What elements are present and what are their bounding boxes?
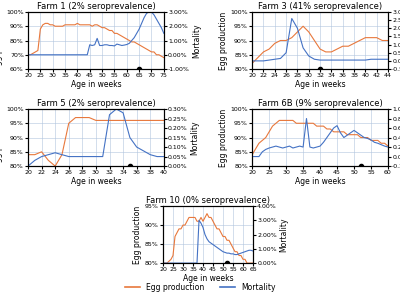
Y-axis label: Egg production: Egg production	[0, 109, 4, 167]
Y-axis label: Mortality: Mortality	[193, 23, 202, 58]
Y-axis label: Egg production: Egg production	[0, 11, 4, 70]
Y-axis label: Mortality: Mortality	[280, 217, 289, 252]
X-axis label: Age in weeks: Age in weeks	[183, 274, 233, 283]
X-axis label: Age in weeks: Age in weeks	[295, 177, 345, 186]
Title: Farm 5 (2% seroprevalence): Farm 5 (2% seroprevalence)	[36, 99, 155, 108]
Title: Farm 10 (0% seroprevalence): Farm 10 (0% seroprevalence)	[146, 196, 270, 205]
X-axis label: Age in weeks: Age in weeks	[71, 80, 121, 89]
Legend: Egg production, Mortality: Egg production, Mortality	[122, 280, 278, 295]
Y-axis label: Mortality: Mortality	[190, 120, 200, 155]
Title: Farm 6B (9% seroprevalence): Farm 6B (9% seroprevalence)	[258, 99, 382, 108]
X-axis label: Age in weeks: Age in weeks	[71, 177, 121, 186]
Title: Farm 1 (2% seroprevalence): Farm 1 (2% seroprevalence)	[36, 2, 155, 11]
Y-axis label: Egg production: Egg production	[133, 205, 142, 264]
Title: Farm 3 (41% seroprevalence): Farm 3 (41% seroprevalence)	[258, 2, 382, 11]
X-axis label: Age in weeks: Age in weeks	[295, 80, 345, 89]
Y-axis label: Egg production: Egg production	[218, 11, 228, 70]
Y-axis label: Egg production: Egg production	[218, 109, 228, 167]
